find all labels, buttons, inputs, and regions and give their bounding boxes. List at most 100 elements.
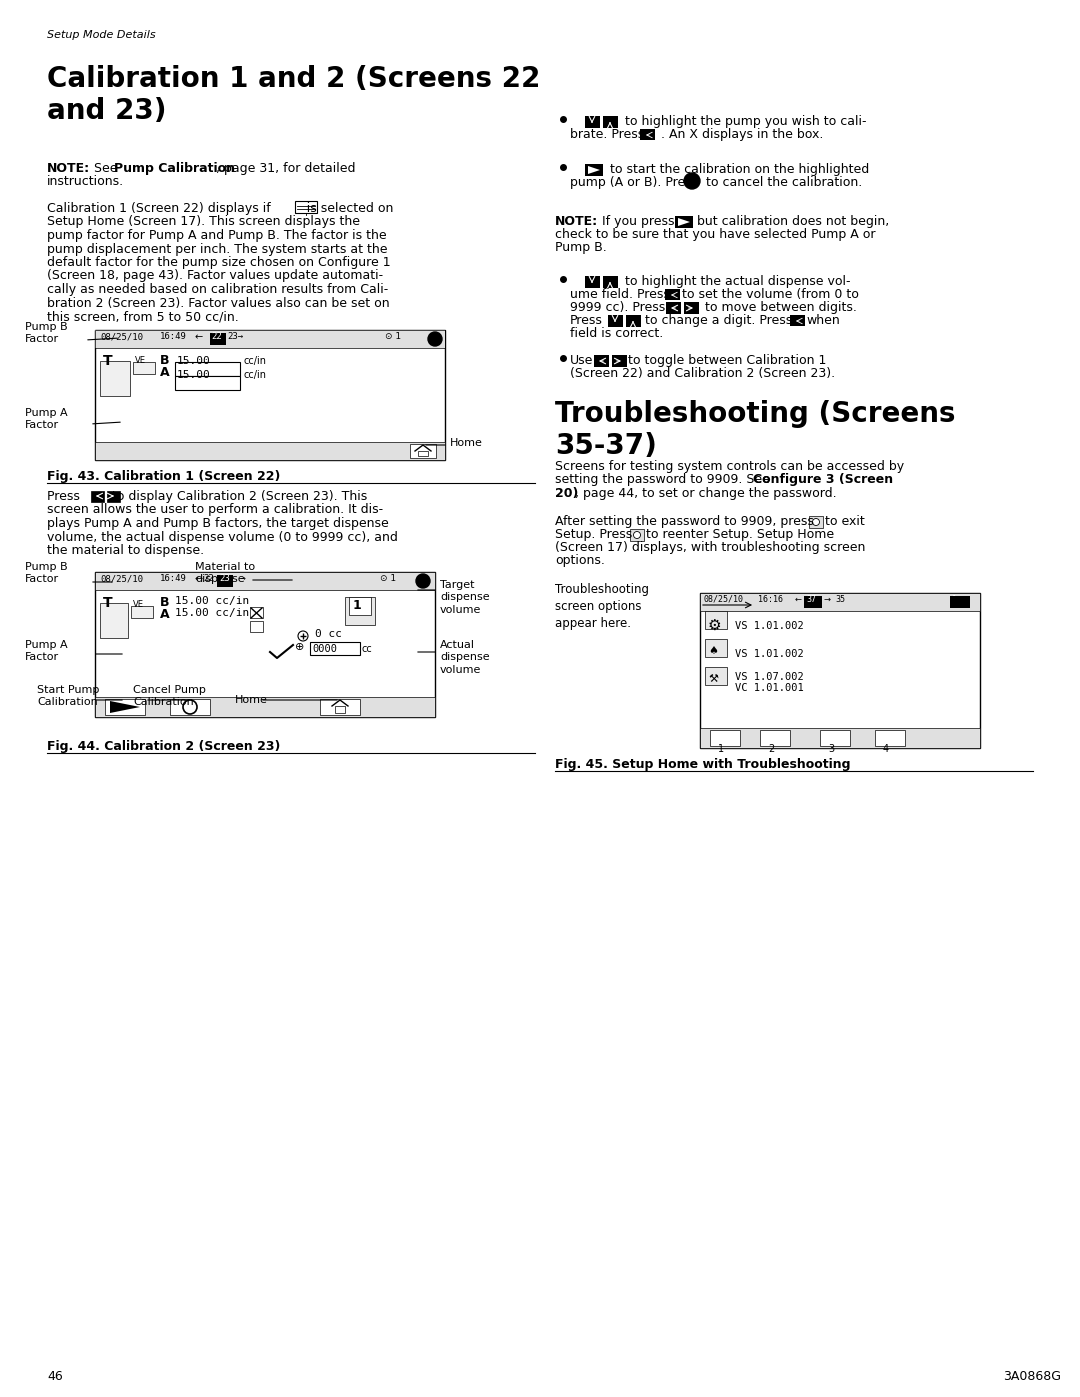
Text: 0 cc: 0 cc (315, 629, 342, 638)
Text: volume, the actual dispense volume (0 to 9999 cc), and: volume, the actual dispense volume (0 to… (48, 531, 397, 543)
Bar (809, 515, 823, 528)
Bar (875, 731, 905, 746)
Bar (100, 604, 129, 638)
Bar (335, 705, 345, 712)
Text: →: → (824, 595, 831, 604)
Bar (950, 597, 970, 608)
Bar (666, 302, 681, 314)
Bar (249, 608, 264, 617)
Text: 22: 22 (203, 574, 214, 583)
Bar (804, 597, 822, 608)
Text: , page 44, to set or change the password.: , page 44, to set or change the password… (575, 488, 837, 500)
Bar (608, 314, 623, 327)
Text: A: A (160, 608, 170, 622)
Text: but calibration does not begin,: but calibration does not begin, (697, 215, 889, 228)
Text: to highlight the pump you wish to cali-: to highlight the pump you wish to cali- (625, 115, 866, 129)
Bar (131, 606, 153, 617)
Bar (410, 444, 436, 458)
Text: this screen, from 5 to 50 cc/in.: this screen, from 5 to 50 cc/in. (48, 310, 239, 323)
Text: Setup. Press: Setup. Press (555, 528, 632, 541)
Text: Pump B
Factor: Pump B Factor (25, 321, 68, 345)
Text: ♠: ♠ (708, 645, 718, 657)
Text: 37: 37 (806, 595, 816, 604)
Text: 1: 1 (353, 599, 362, 612)
Bar (626, 314, 642, 327)
Text: cc/in: cc/in (243, 356, 266, 366)
Text: Press        to display Calibration 2 (Screen 23). This: Press to display Calibration 2 (Screen 2… (48, 490, 367, 503)
Text: Actual
dispense
volume: Actual dispense volume (440, 640, 489, 675)
Text: 15.00: 15.00 (177, 356, 211, 366)
Bar (95, 330, 445, 348)
Text: 08/25/10: 08/25/10 (703, 595, 743, 604)
Text: 46: 46 (48, 1370, 63, 1383)
Bar (675, 217, 693, 228)
Bar (700, 592, 980, 747)
Text: 23: 23 (219, 574, 230, 583)
Text: options.: options. (555, 555, 605, 567)
Text: to toggle between Calibration 1: to toggle between Calibration 1 (627, 353, 826, 367)
Text: 16:16: 16:16 (758, 595, 783, 604)
Text: 3A0868G: 3A0868G (1003, 1370, 1061, 1383)
Text: Material to
dispense: Material to dispense (195, 562, 255, 584)
Text: to exit: to exit (825, 515, 865, 528)
Text: Pump A
Factor: Pump A Factor (25, 408, 68, 430)
Bar (585, 116, 600, 129)
FancyBboxPatch shape (175, 362, 240, 376)
Bar (705, 638, 727, 657)
Text: 23→: 23→ (227, 332, 243, 341)
Text: Calibration 1 (Screen 22) displays if         is selected on: Calibration 1 (Screen 22) displays if is… (48, 203, 393, 215)
Bar (95, 330, 445, 460)
Circle shape (634, 531, 640, 538)
Bar (594, 355, 609, 367)
Text: to reenter Setup. Setup Home: to reenter Setup. Setup Home (646, 528, 834, 541)
Circle shape (684, 173, 700, 189)
Text: Pump A
Factor: Pump A Factor (25, 640, 68, 662)
Polygon shape (678, 218, 690, 226)
Text: (Screen 18, page 43). Factor values update automati-: (Screen 18, page 43). Factor values upda… (48, 270, 383, 282)
Text: 15.00 cc/in: 15.00 cc/in (175, 597, 249, 606)
Text: VE: VE (133, 599, 144, 609)
Bar (349, 597, 372, 615)
Bar (684, 302, 699, 314)
Text: to highlight the actual dispense vol-: to highlight the actual dispense vol- (625, 275, 851, 288)
Text: 2: 2 (768, 745, 774, 754)
Text: Configure 3 (Screen: Configure 3 (Screen (753, 474, 893, 486)
Text: After setting the password to 9909, press: After setting the password to 9909, pres… (555, 515, 814, 528)
Bar (249, 622, 264, 631)
Text: 0000: 0000 (312, 644, 337, 654)
Bar (789, 314, 805, 326)
Circle shape (416, 574, 430, 588)
Bar (133, 362, 156, 374)
Text: 20): 20) (555, 488, 579, 500)
Text: NOTE:: NOTE: (48, 162, 90, 175)
Text: pump displacement per inch. The system starts at the: pump displacement per inch. The system s… (48, 243, 388, 256)
Bar (705, 666, 727, 685)
Text: Fig. 45. Setup Home with Troubleshooting: Fig. 45. Setup Home with Troubleshooting (555, 759, 851, 771)
Circle shape (812, 518, 820, 525)
Text: ume field. Press: ume field. Press (570, 288, 670, 300)
Text: Pump Calibration: Pump Calibration (114, 162, 235, 175)
Text: 16:49: 16:49 (160, 574, 187, 583)
Bar (603, 277, 618, 288)
Text: setting the password to 9909. See: setting the password to 9909. See (555, 474, 774, 486)
Text: pump factor for Pump A and Pump B. The factor is the: pump factor for Pump A and Pump B. The f… (48, 229, 387, 242)
Text: Setup Home (Screen 17). This screen displays the: Setup Home (Screen 17). This screen disp… (48, 215, 360, 229)
Bar (705, 610, 727, 629)
Bar (585, 163, 603, 176)
Text: Pump B.: Pump B. (555, 242, 607, 254)
Text: →: → (235, 574, 246, 583)
Text: cc: cc (362, 644, 373, 654)
Text: Cancel Pump
Calibration: Cancel Pump Calibration (133, 685, 206, 707)
Bar (91, 490, 104, 502)
Text: Target
dispense
volume: Target dispense volume (440, 580, 489, 615)
Text: 1: 1 (951, 595, 957, 604)
Bar (210, 332, 226, 345)
Circle shape (183, 700, 197, 714)
Text: ⊙ 1: ⊙ 1 (380, 574, 396, 583)
Text: Start Pump
Calibration: Start Pump Calibration (37, 685, 99, 707)
Bar (95, 441, 445, 460)
Text: instructions.: instructions. (48, 175, 124, 189)
Text: ⊕: ⊕ (295, 643, 305, 652)
Text: Fig. 44. Calibration 2 (Screen 23): Fig. 44. Calibration 2 (Screen 23) (48, 740, 281, 753)
Text: 35: 35 (835, 595, 845, 604)
